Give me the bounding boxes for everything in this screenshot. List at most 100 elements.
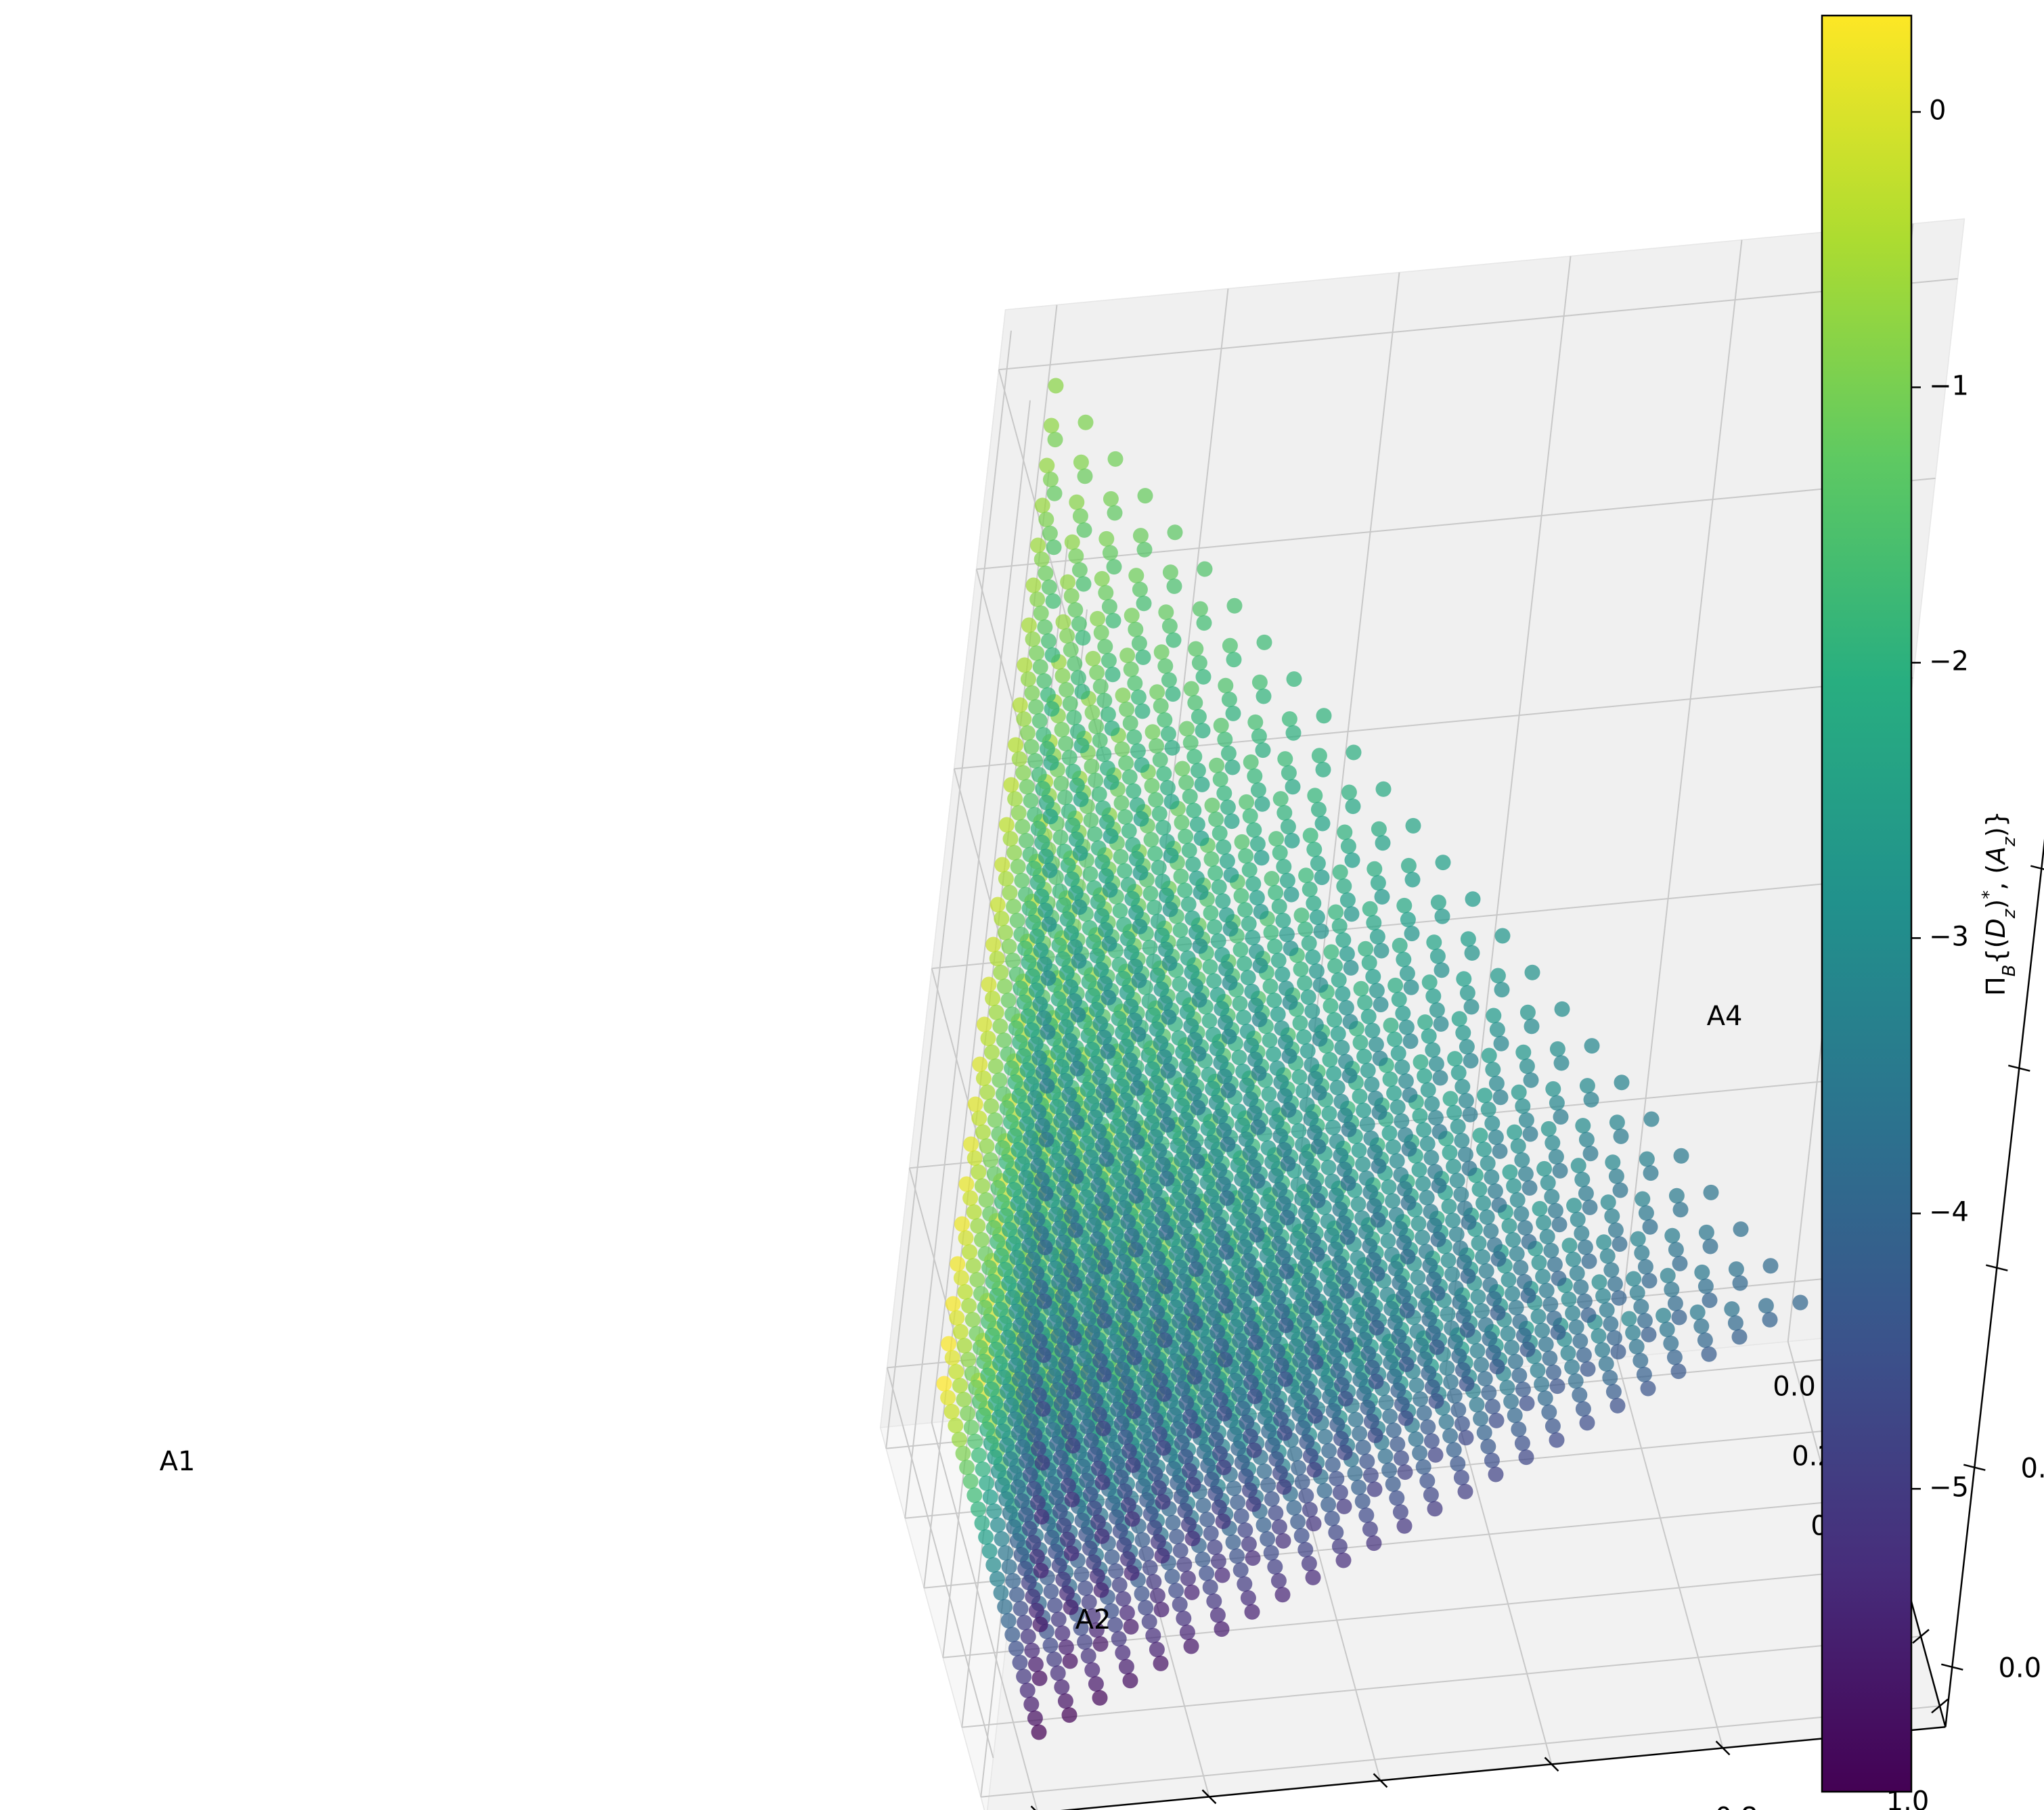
point-11-1-10 bbox=[1057, 1127, 1073, 1143]
point-7-2-11 bbox=[1080, 1028, 1096, 1044]
point-1-13-7 bbox=[1417, 1068, 1433, 1084]
point-4-15-6 bbox=[1492, 1143, 1508, 1159]
point-1-8-11 bbox=[1263, 924, 1279, 941]
point-0-12-10 bbox=[1392, 937, 1408, 953]
point-3-13-4 bbox=[1410, 1215, 1427, 1231]
point-1-5-14 bbox=[1174, 815, 1190, 831]
point-6-0-19 bbox=[1044, 701, 1060, 717]
point-9-0-0 bbox=[970, 1501, 986, 1517]
point-19-5-0 bbox=[1179, 1624, 1195, 1640]
point-8-0-8 bbox=[1002, 1168, 1019, 1184]
point-6-3-15 bbox=[1128, 851, 1145, 867]
point-20-0-0 bbox=[1012, 1654, 1028, 1671]
point-0-24-0 bbox=[1758, 1298, 1774, 1314]
point-1-0-16 bbox=[1011, 751, 1027, 767]
point-14-7-3 bbox=[1242, 1428, 1258, 1445]
point-1-12-10 bbox=[1396, 951, 1412, 968]
point-11-9-5 bbox=[1308, 1300, 1325, 1316]
point-1-15-5 bbox=[1476, 1141, 1492, 1158]
point-9-4-11 bbox=[1156, 1049, 1172, 1065]
point-18-5-1 bbox=[1180, 1570, 1196, 1587]
point-3-0-10 bbox=[992, 1018, 1008, 1035]
point-2-5-15 bbox=[1182, 788, 1198, 805]
point-1-16-4 bbox=[1506, 1178, 1522, 1194]
point-14-6-5 bbox=[1217, 1352, 1233, 1368]
point-12-2-9 bbox=[1090, 1177, 1107, 1194]
point-4-15-3 bbox=[1478, 1263, 1494, 1279]
point-17-2-4 bbox=[1087, 1447, 1103, 1463]
point-14-0-4 bbox=[1007, 1411, 1023, 1427]
point-11-9-4 bbox=[1304, 1340, 1320, 1356]
point-8-15-0 bbox=[1480, 1439, 1496, 1455]
point-1-10-13 bbox=[1340, 838, 1356, 855]
point-2-4-16 bbox=[1152, 752, 1168, 768]
point-13-1-6 bbox=[1046, 1314, 1063, 1330]
point-13-0-10 bbox=[1030, 1158, 1046, 1174]
point-2-0-12 bbox=[997, 924, 1013, 941]
point-4-7-12 bbox=[1245, 930, 1261, 946]
point-14-7-4 bbox=[1247, 1388, 1263, 1405]
point-7-0-16 bbox=[1034, 834, 1050, 851]
point-7-2-16 bbox=[1103, 828, 1119, 844]
point-5-1-18 bbox=[1069, 723, 1086, 740]
point-2-1-18 bbox=[1059, 681, 1075, 698]
point-2-18-4 bbox=[1578, 1185, 1594, 1202]
point-6-1-18 bbox=[1073, 738, 1090, 754]
point-1-21-2 bbox=[1668, 1242, 1684, 1258]
point-6-9-7 bbox=[1298, 1150, 1314, 1167]
point-11-3-8 bbox=[1116, 1200, 1132, 1216]
point-5-3-15 bbox=[1125, 837, 1141, 853]
point-3-18-0 bbox=[1564, 1359, 1580, 1375]
point-8-0-12 bbox=[1020, 1008, 1036, 1024]
point-6-0-16 bbox=[1030, 821, 1046, 837]
point-13-6-3 bbox=[1204, 1418, 1220, 1434]
point-0-1-21 bbox=[1064, 534, 1080, 550]
point-7-5-11 bbox=[1183, 1018, 1199, 1034]
point-7-0-2 bbox=[971, 1393, 987, 1409]
point-5-11-6 bbox=[1358, 1170, 1375, 1186]
point-14-4-2 bbox=[1135, 1478, 1151, 1494]
point-12-1-7 bbox=[1047, 1260, 1063, 1276]
point-21-3-0 bbox=[1118, 1658, 1134, 1675]
point-1-18-5 bbox=[1578, 1131, 1595, 1148]
point-9-2-13 bbox=[1096, 976, 1113, 992]
point-3-1-20 bbox=[1071, 616, 1087, 632]
point-12-9-3 bbox=[1303, 1394, 1319, 1410]
point-11-10-1 bbox=[1325, 1457, 1341, 1473]
point-5-7-11 bbox=[1244, 983, 1260, 999]
point-15-3-2 bbox=[1105, 1495, 1121, 1512]
point-8-8-9 bbox=[1281, 1102, 1297, 1118]
point-13-3-6 bbox=[1115, 1307, 1131, 1323]
point-7-0-9 bbox=[1003, 1114, 1019, 1130]
point-0-3-22 bbox=[1137, 488, 1153, 504]
point-13-6-1 bbox=[1195, 1497, 1212, 1514]
point-3-1-16 bbox=[1053, 775, 1069, 792]
point-5-1-15 bbox=[1057, 843, 1073, 859]
point-2-0-6 bbox=[971, 1164, 987, 1180]
point-18-6-1 bbox=[1214, 1567, 1230, 1583]
point-19-4-2 bbox=[1154, 1547, 1170, 1564]
point-6-6-12 bbox=[1218, 961, 1234, 977]
point-1-13-9 bbox=[1425, 988, 1442, 1004]
point-2-0-4 bbox=[962, 1244, 978, 1260]
point-0-0-13 bbox=[994, 857, 1010, 873]
point-22-2-0 bbox=[1088, 1676, 1104, 1692]
point-18-3-3 bbox=[1120, 1497, 1136, 1513]
point-8-12-4 bbox=[1395, 1288, 1411, 1305]
point-0-0-21 bbox=[1030, 537, 1046, 553]
point-11-0-1 bbox=[982, 1489, 998, 1506]
point-16-5-3 bbox=[1181, 1463, 1197, 1479]
point-4-4-12 bbox=[1142, 939, 1158, 955]
point-7-12-1 bbox=[1378, 1395, 1394, 1411]
point-7-10-7 bbox=[1336, 1161, 1352, 1177]
point-0-7-17 bbox=[1251, 674, 1268, 690]
point-19-2-4 bbox=[1094, 1474, 1111, 1491]
point-9-8-4 bbox=[1262, 1315, 1279, 1332]
point-8-1-11 bbox=[1050, 1045, 1066, 1061]
point-0-0-1 bbox=[941, 1336, 957, 1352]
point-10-3-9 bbox=[1117, 1146, 1133, 1162]
point-10-1-13 bbox=[1066, 993, 1082, 1009]
point-1-21-1 bbox=[1664, 1282, 1680, 1298]
point-2-19-3 bbox=[1607, 1222, 1624, 1238]
point-12-8-0 bbox=[1256, 1517, 1272, 1533]
